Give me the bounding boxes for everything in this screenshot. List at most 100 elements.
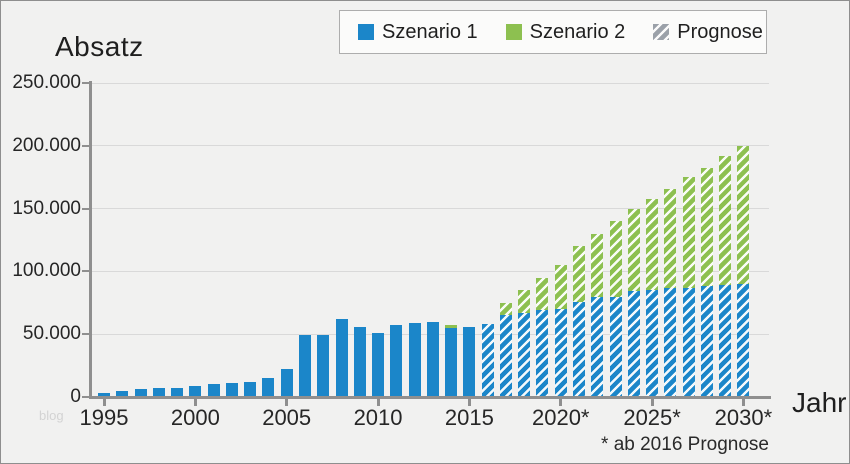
y-tick-label-150.000: 150.000 bbox=[12, 197, 81, 219]
chart-title: Absatz bbox=[55, 31, 144, 62]
bar-2020-szenario1 bbox=[554, 309, 567, 397]
bar-2025-szenario2 bbox=[646, 198, 659, 291]
bar-2002-szenario1 bbox=[225, 383, 238, 397]
bar-2013-szenario1 bbox=[426, 321, 439, 397]
x-axis-line bbox=[89, 396, 771, 399]
y-tick-label-0: 0 bbox=[70, 386, 81, 407]
legend-box: Szenario 1 Szenario 2 Prognose bbox=[339, 10, 767, 54]
bar-2022-szenario1 bbox=[591, 296, 604, 397]
x-tick-label-1995: 1995 bbox=[79, 405, 129, 430]
y-tick-50.000 bbox=[82, 333, 89, 336]
footnote: * ab 2016 Prognose bbox=[601, 434, 769, 455]
bar-2023-szenario1 bbox=[609, 296, 622, 397]
bar-2021-szenario2 bbox=[573, 246, 586, 302]
bar-2030-szenario1 bbox=[737, 283, 750, 397]
bar-2024-szenario2 bbox=[627, 208, 640, 292]
bar-2021-szenario1 bbox=[573, 301, 586, 397]
x-tick-2005 bbox=[285, 399, 289, 406]
bar-2006-szenario1 bbox=[298, 335, 311, 397]
bar-2010-szenario1 bbox=[372, 332, 385, 397]
bar-2014-szenario1 bbox=[445, 327, 458, 397]
bar-1998-szenario1 bbox=[152, 387, 165, 397]
legend-item-szenario-1: Szenario 1 bbox=[358, 21, 478, 44]
x-tick-label-2015: 2015 bbox=[444, 405, 494, 430]
bar-2003-szenario1 bbox=[244, 381, 257, 397]
bar-2028-szenario1 bbox=[700, 286, 713, 397]
bar-2026-szenario1 bbox=[664, 287, 677, 397]
bar-2019-szenario2 bbox=[536, 277, 549, 311]
legend-label-szenario-2: Szenario 2 bbox=[529, 20, 626, 43]
x-tick-2015 bbox=[467, 399, 471, 406]
bar-1999-szenario1 bbox=[171, 387, 184, 397]
x-tick-2030 bbox=[741, 399, 745, 406]
bar-2015-szenario1 bbox=[463, 326, 476, 397]
bar-2019-szenario1 bbox=[536, 310, 549, 397]
bar-2017-szenario2 bbox=[499, 302, 512, 316]
bar-2011-szenario1 bbox=[390, 325, 403, 397]
legend-item-prognose: Prognose bbox=[653, 21, 763, 44]
gridline-100.000 bbox=[92, 270, 769, 272]
x-tick-label-2010: 2010 bbox=[353, 405, 403, 430]
bar-2024-szenario1 bbox=[627, 291, 640, 397]
bar-2023-szenario2 bbox=[609, 221, 622, 297]
x-tick-label-2000: 2000 bbox=[170, 405, 220, 430]
bar-2018-szenario1 bbox=[518, 312, 531, 397]
legend-item-szenario-2: Szenario 2 bbox=[505, 20, 626, 44]
x-tick-2025 bbox=[650, 399, 654, 406]
y-tick-250.000 bbox=[82, 82, 89, 84]
x-tick-label-2030: 2030* bbox=[714, 405, 773, 430]
bar-1996-szenario1 bbox=[116, 391, 129, 397]
x-tick-label-2025: 2025* bbox=[623, 405, 681, 430]
bar-2030-szenario2 bbox=[737, 145, 750, 284]
legend-label-szenario-1: Szenario 1 bbox=[382, 20, 478, 43]
x-axis-title: Jahr bbox=[792, 387, 847, 418]
bar-2004-szenario1 bbox=[262, 378, 275, 397]
bar-2026-szenario2 bbox=[664, 188, 677, 288]
x-tick-1995 bbox=[102, 399, 106, 406]
bar-2009-szenario1 bbox=[353, 326, 366, 397]
gridline-150.000 bbox=[92, 208, 769, 210]
x-tick-2020 bbox=[559, 399, 563, 406]
gridline-200.000 bbox=[92, 145, 769, 147]
bar-2029-szenario2 bbox=[719, 155, 732, 286]
y-tick-label-100.000: 100.000 bbox=[12, 260, 81, 282]
bar-2012-szenario1 bbox=[408, 322, 421, 397]
x-tick-label-2005: 2005 bbox=[262, 405, 312, 430]
y-tick-label-200.000: 200.000 bbox=[12, 134, 81, 156]
bar-2025-szenario1 bbox=[646, 290, 659, 397]
szenario2-swatch-icon bbox=[505, 24, 522, 40]
y-tick-0 bbox=[82, 396, 89, 398]
bar-1995-szenario1 bbox=[98, 393, 110, 397]
y-tick-100.000 bbox=[82, 270, 89, 273]
bar-2020-szenario2 bbox=[554, 265, 567, 310]
x-tick-2000 bbox=[193, 399, 197, 406]
x-tick-2010 bbox=[376, 399, 380, 406]
bar-2027-szenario2 bbox=[682, 177, 695, 288]
bar-2001-szenario1 bbox=[207, 383, 220, 397]
bar-1997-szenario1 bbox=[134, 388, 147, 397]
bar-2007-szenario1 bbox=[317, 335, 330, 397]
bar-2029-szenario1 bbox=[719, 285, 732, 397]
bar-2017-szenario1 bbox=[499, 315, 512, 397]
y-tick-200.000 bbox=[82, 144, 89, 147]
szenario1-swatch-icon bbox=[358, 24, 374, 40]
bar-2016-szenario1 bbox=[481, 324, 494, 397]
bar-2027-szenario1 bbox=[682, 287, 695, 397]
y-axis-line bbox=[89, 81, 92, 399]
prognose-swatch-icon bbox=[653, 24, 670, 40]
y-tick-label-250.000: 250.000 bbox=[12, 72, 81, 93]
y-tick-label-50.000: 50.000 bbox=[22, 323, 81, 345]
bar-2005-szenario1 bbox=[280, 369, 293, 397]
bar-2000-szenario1 bbox=[189, 385, 202, 397]
bar-2008-szenario1 bbox=[335, 319, 348, 397]
bar-2014-szenario2 bbox=[445, 325, 458, 328]
bar-2028-szenario2 bbox=[700, 168, 713, 287]
x-tick-label-2020: 2020* bbox=[531, 405, 590, 430]
y-tick-150.000 bbox=[82, 207, 89, 210]
bar-2018-szenario2 bbox=[518, 290, 531, 313]
watermark: blog bbox=[39, 408, 64, 423]
gridline-250.000 bbox=[92, 82, 769, 84]
bar-2022-szenario2 bbox=[591, 233, 604, 297]
legend-label-prognose: Prognose bbox=[677, 20, 763, 43]
